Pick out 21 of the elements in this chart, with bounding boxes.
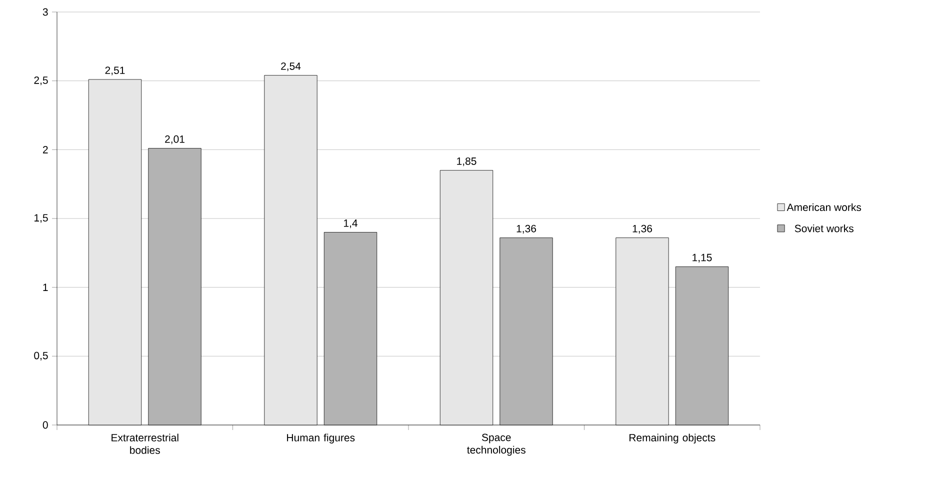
y-tick-label: 2,5: [34, 76, 48, 86]
legend-label: Soviet works: [794, 224, 854, 232]
data-label: 1,85: [457, 157, 476, 166]
y-tick-label: 1,5: [34, 214, 48, 223]
data-label: 1,15: [692, 254, 712, 262]
x-tick-label: Extraterrestrial bodies: [112, 434, 178, 454]
y-tick-label: 0: [42, 421, 48, 429]
data-label: 2,01: [165, 135, 184, 144]
y-tick-label: 1: [43, 284, 48, 291]
data-label: 1,36: [516, 224, 536, 234]
x-tick-label: Human figures: [287, 434, 355, 444]
data-label: 1,4: [344, 220, 358, 228]
y-tick-label: 3: [42, 8, 48, 16]
data-label: 2,51: [105, 66, 125, 76]
legend-label: American works: [786, 203, 862, 212]
x-tick-label: Space technologies: [467, 434, 526, 456]
data-label: 1,36: [632, 224, 652, 234]
data-label: 2,54: [281, 62, 301, 72]
y-tick-label: 2: [42, 146, 48, 154]
x-tick-label: Remaining objects: [630, 434, 716, 444]
y-tick-label: 0,5: [34, 352, 48, 361]
